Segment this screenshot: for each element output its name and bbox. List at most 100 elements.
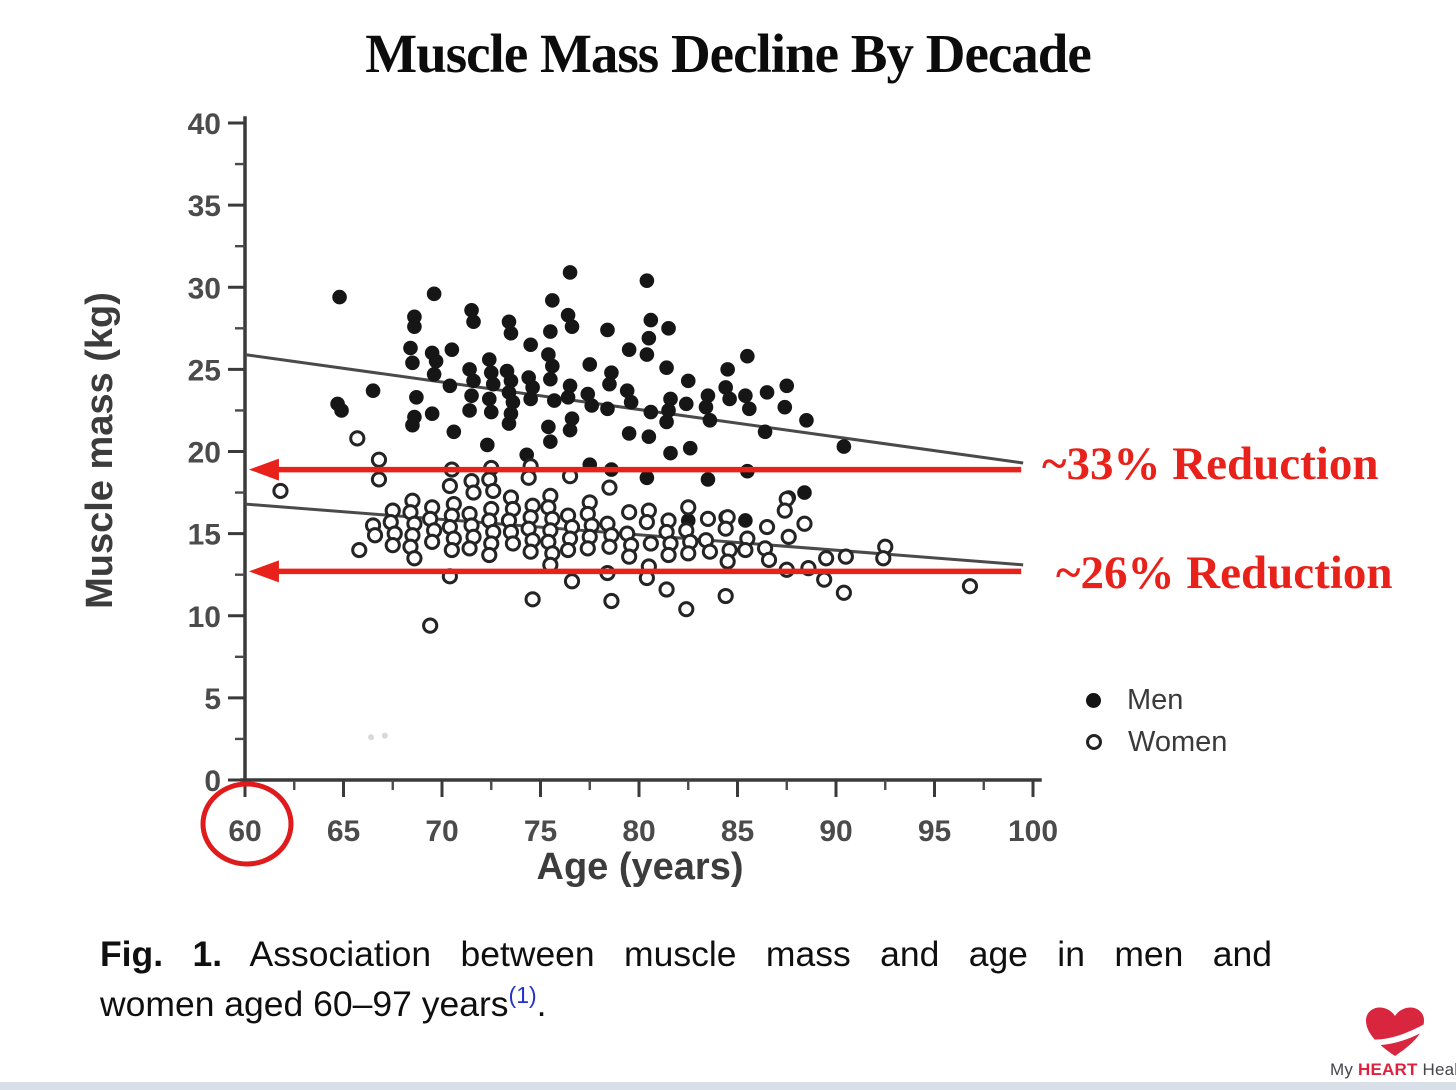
men-point	[779, 378, 795, 394]
women-point	[642, 535, 659, 552]
caption-line2-text: women aged 60–97 years	[100, 984, 509, 1025]
artifact-dots	[368, 732, 388, 741]
men-point	[407, 319, 422, 334]
women-point	[520, 469, 537, 486]
y-tick-label: 40	[188, 108, 221, 141]
men-point	[698, 399, 714, 415]
men-point	[702, 412, 718, 428]
annotation-33-reduction: ~33% Reduction	[1042, 438, 1379, 490]
x-axis-title: Age (years)	[536, 846, 744, 888]
men-point	[503, 373, 519, 389]
women-point	[621, 504, 638, 521]
legend-label-women: Women	[1128, 725, 1228, 758]
men-point	[444, 342, 460, 357]
men-point	[483, 365, 499, 380]
men-point	[680, 373, 696, 389]
men-point	[503, 325, 519, 341]
women-point	[272, 482, 289, 500]
women-point	[760, 551, 778, 569]
scatter-plot: 0 5 10 15 20 25 30 35 40 60 65 70 75 80 85 90 95 100	[188, 108, 1058, 867]
men-point	[501, 416, 517, 431]
men-point	[562, 265, 578, 280]
men-point	[757, 424, 773, 440]
men-point	[446, 424, 462, 440]
women-point	[737, 541, 754, 559]
men-point	[405, 355, 420, 371]
men-point	[562, 378, 578, 394]
men-point	[523, 391, 538, 407]
men-point	[836, 439, 852, 454]
men-point	[546, 393, 562, 408]
brand-health: Health	[1422, 1060, 1456, 1079]
women-point	[424, 533, 441, 550]
y-tick-label: 0	[204, 765, 221, 798]
men-point	[480, 437, 495, 453]
women-point	[384, 537, 401, 554]
women-point	[579, 540, 596, 557]
women-point	[658, 581, 675, 598]
men-point	[777, 399, 793, 415]
women-point	[701, 543, 719, 560]
x-tick-label: 60	[228, 815, 261, 848]
men-marker-icon	[1086, 692, 1101, 708]
heart-logo-icon	[1362, 1007, 1428, 1056]
x-tick-label: 75	[524, 815, 557, 848]
reference-link[interactable]: (1)	[508, 982, 537, 1009]
men-point	[405, 417, 420, 433]
men-point	[485, 376, 501, 392]
men-point	[564, 411, 580, 426]
x-tick-label: 90	[819, 815, 852, 848]
men-point	[505, 394, 521, 410]
men-point	[334, 403, 349, 418]
caption-period: .	[536, 984, 547, 1025]
men-point	[466, 314, 481, 330]
men-point	[543, 324, 558, 339]
men-point	[403, 340, 418, 356]
men-point	[580, 386, 596, 402]
men-point	[543, 434, 558, 449]
men-point	[639, 470, 655, 486]
brand-wordmark: My HEART Health	[1330, 1060, 1456, 1080]
men-point	[604, 365, 619, 380]
men-point	[523, 337, 538, 353]
women-point	[349, 430, 366, 447]
brand-my: My	[1330, 1060, 1358, 1079]
men-point	[700, 388, 716, 403]
legend-row-men: Men	[1086, 679, 1227, 721]
y-tick-label: 25	[188, 354, 221, 387]
men-point	[409, 389, 424, 405]
reduction-arrowhead	[248, 560, 279, 583]
men-point	[600, 322, 615, 338]
men-point	[720, 362, 735, 377]
circled-tick-annotation	[200, 781, 294, 867]
plot-ticks: 0 5 10 15 20 25 30 35 40 60 65 70 75 80 85 90 95 100	[188, 108, 1058, 848]
men-point	[742, 401, 757, 417]
women-point	[559, 541, 577, 559]
women-point	[621, 548, 638, 565]
women-point	[837, 548, 854, 565]
men-point	[541, 419, 556, 435]
men-point	[700, 472, 716, 487]
y-tick-label: 35	[188, 190, 221, 223]
women-point	[699, 510, 717, 527]
women-point	[680, 499, 697, 516]
women-point	[816, 571, 833, 588]
women-point	[875, 550, 892, 567]
scan-artifact-dot	[381, 732, 388, 739]
men-point	[481, 391, 497, 407]
women-point	[601, 479, 618, 496]
men-point	[442, 378, 458, 394]
women-point	[717, 520, 734, 537]
women-point	[601, 538, 618, 555]
men-point	[740, 348, 755, 364]
men-point	[543, 371, 558, 387]
annotation-26-reduction: ~26% Reduction	[1056, 547, 1393, 599]
men-point	[738, 513, 753, 528]
men-point	[483, 404, 499, 420]
women-point	[441, 477, 458, 495]
men-point	[641, 330, 657, 346]
men-point	[797, 485, 812, 500]
women-point	[660, 546, 677, 564]
men-point	[464, 388, 479, 403]
